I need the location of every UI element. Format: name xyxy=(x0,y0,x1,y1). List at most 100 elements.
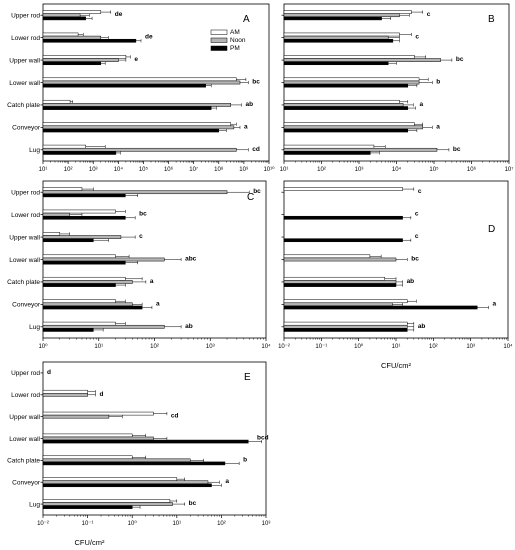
significance-letter: c xyxy=(415,211,419,218)
significance-letter: cd xyxy=(252,146,260,153)
legend-label: Noon xyxy=(230,37,246,44)
category-label: Lower rod xyxy=(11,35,40,42)
bar-noon xyxy=(283,280,397,284)
category-label: Upper rod xyxy=(11,13,40,20)
significance-letter: ab xyxy=(185,323,193,330)
panel-a: 10¹ 10² 10³ 10⁴ 10⁵ 10⁶ 10⁷ 10⁸ 10⁹ 10¹⁰ Upper rod… xyxy=(7,3,275,173)
significance-letter: bc xyxy=(253,188,261,195)
significance-letter: ab xyxy=(245,101,253,108)
category-label: Upper wall xyxy=(9,234,40,241)
significance-letter: bc xyxy=(456,56,464,63)
category-label: Lug xyxy=(29,501,40,508)
bar-pm xyxy=(42,505,133,509)
x-tick-label: 10³ xyxy=(466,344,475,350)
bar-am xyxy=(283,122,415,127)
x-tick-label: 10⁴ xyxy=(114,166,124,173)
bar-am xyxy=(42,276,126,281)
bar-am xyxy=(42,433,133,438)
significance-letter: a xyxy=(225,478,229,485)
x-tick-label: 10² xyxy=(429,344,438,350)
bar-pm xyxy=(42,439,249,444)
x-axis-label: CFU/cm² xyxy=(381,361,411,370)
significance-letter: cd xyxy=(171,413,179,420)
bar-pm xyxy=(283,128,409,133)
panel-b: 10¹ 10² 10³ 10⁴ 10⁵ 10⁶ 10⁷ c c bc b a a bc B xyxy=(280,3,514,173)
bar-am xyxy=(42,299,116,304)
bar-pm xyxy=(42,283,116,287)
x-tick-label: 10⁻¹ xyxy=(315,344,327,350)
legend-swatch-am xyxy=(210,29,228,35)
significance-letter: a xyxy=(419,101,423,108)
bar-noon xyxy=(42,35,102,40)
panel-letter: D xyxy=(488,224,495,235)
bar-pm xyxy=(42,38,137,43)
bar-am xyxy=(283,254,371,259)
category-label: Upper rod xyxy=(11,190,40,197)
legend-swatch-noon xyxy=(210,37,228,43)
x-tick-label: 10⁸ xyxy=(214,166,224,173)
category-label: Conveyor xyxy=(12,480,41,487)
bar-noon xyxy=(42,13,81,18)
bar-noon xyxy=(42,480,209,484)
significance-letter: de xyxy=(145,34,153,41)
bar-am xyxy=(42,209,116,214)
significance-letter: bc xyxy=(411,256,419,263)
bar-am xyxy=(283,276,386,281)
bar-am xyxy=(283,187,403,191)
bar-am xyxy=(42,455,133,460)
category-label: Upper wall xyxy=(9,57,40,64)
panel-letter: C xyxy=(247,192,254,203)
bar-pm xyxy=(283,38,394,43)
x-tick-label: 10⁷ xyxy=(505,166,514,173)
legend-label: AM xyxy=(230,29,240,36)
category-label: Upper wall xyxy=(9,414,40,421)
significance-letter: c xyxy=(415,34,419,41)
bar-noon xyxy=(42,58,119,62)
panel-letter: E xyxy=(244,372,251,383)
bar-noon xyxy=(283,302,393,307)
bar-noon xyxy=(283,257,397,262)
category-label: Catch plate xyxy=(7,102,40,109)
x-tick-label: 10⁹ xyxy=(239,166,249,173)
significance-letter: c xyxy=(427,11,431,18)
bar-pm xyxy=(283,83,409,88)
bar-pm xyxy=(42,128,220,133)
bar-noon xyxy=(42,414,110,419)
bar-am xyxy=(283,77,420,82)
panel-letter: B xyxy=(488,14,495,25)
bar-pm xyxy=(283,305,478,310)
x-tick-label: 10² xyxy=(64,167,73,173)
panel-letter: A xyxy=(243,14,250,25)
bar-am xyxy=(42,122,232,127)
bar-am xyxy=(283,32,400,37)
bar-am xyxy=(42,10,102,14)
category-label: Conveyor xyxy=(12,125,41,132)
significance-letter: a xyxy=(150,278,154,285)
category-label: Lower wall xyxy=(9,436,40,443)
bar-am xyxy=(42,187,83,191)
bar-noon xyxy=(42,190,228,195)
x-tick-label: 10¹ xyxy=(94,344,103,350)
significance-letter: b xyxy=(243,456,247,463)
x-tick-label: 10⁶ xyxy=(467,166,477,173)
bar-am xyxy=(283,144,375,149)
bar-noon xyxy=(42,280,133,284)
bar-noon xyxy=(283,103,404,107)
bar-am xyxy=(42,32,79,37)
significance-letter: a xyxy=(156,300,160,307)
bar-pm xyxy=(283,238,403,243)
bar-pm xyxy=(283,283,397,287)
bar-noon xyxy=(42,502,173,506)
bar-noon xyxy=(283,58,441,62)
significance-letter: c xyxy=(418,188,422,195)
category-label: Lug xyxy=(29,324,40,331)
x-tick-label: 10³ xyxy=(206,344,215,350)
bar-am xyxy=(283,10,412,14)
bar-am xyxy=(283,299,408,304)
x-tick-label: 10³ xyxy=(262,521,271,527)
significance-letter: b xyxy=(436,79,440,86)
x-tick-label: 10² xyxy=(150,344,159,350)
x-tick-label: 10⁻² xyxy=(278,344,290,350)
bar-noon xyxy=(42,458,191,463)
bar-noon xyxy=(283,147,438,152)
